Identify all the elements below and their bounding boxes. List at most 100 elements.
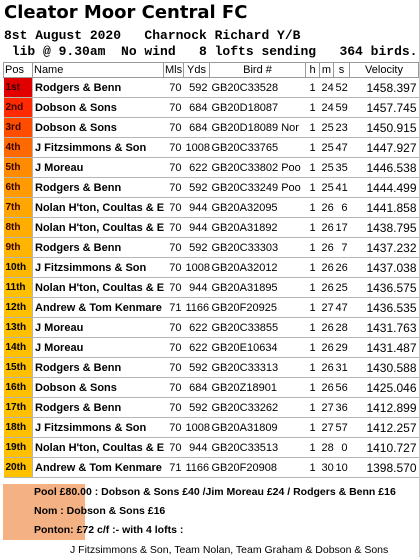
row-yards: 592 (183, 237, 210, 258)
row-seconds: 17 (333, 217, 350, 238)
row-name: Nolan H'ton, Coultas & Ea (32, 197, 164, 218)
col-header-mls[interactable]: Mls (163, 62, 184, 78)
table-row[interactable]: 8th Nolan H'ton, Coultas & Ea 70 944 GB20A31… (3, 217, 419, 238)
row-hours: 1 (305, 397, 320, 418)
row-miles: 70 (163, 137, 184, 158)
row-miles: 70 (163, 397, 184, 418)
row-minutes: 26 (319, 377, 334, 398)
row-hours: 1 (305, 457, 320, 478)
col-header-name[interactable]: Name (32, 62, 164, 78)
row-seconds: 59 (333, 97, 350, 118)
row-minutes: 25 (319, 137, 334, 158)
col-header-s[interactable]: s (333, 62, 350, 78)
col-header-h[interactable]: h (305, 62, 320, 78)
row-miles: 70 (163, 357, 184, 378)
row-miles: 71 (163, 457, 184, 478)
table-row[interactable]: 7th Nolan H'ton, Coultas & Ea 70 944 GB20A32… (3, 197, 419, 218)
row-bird-ring: GB20C33262 (209, 397, 306, 418)
table-row[interactable]: 20th Andrew & Tom Kenmare 71 1166 GB20F20908… (3, 457, 419, 478)
row-minutes: 26 (319, 237, 334, 258)
row-velocity: 1450.915 (349, 117, 419, 138)
table-row[interactable]: 16th Dobson & Sons 70 684 GB20Z18901 1 26 56 142… (3, 377, 419, 398)
table-row[interactable]: 12th Andrew & Tom Kenmare 71 1166 GB20F20925… (3, 297, 419, 318)
row-velocity: 1438.795 (349, 217, 419, 238)
row-miles: 70 (163, 157, 184, 178)
col-header-bird[interactable]: Bird # (209, 62, 306, 78)
table-row[interactable]: 3rd Dobson & Sons 70 684 GB20D18089 Nor 1 25 23… (3, 117, 419, 138)
row-yards: 622 (183, 317, 210, 338)
row-name: J Fitzsimmons & Son (32, 417, 164, 438)
table-row[interactable]: 1st Rodgers & Benn 70 592 GB20C33528 1 24 52 145… (3, 77, 419, 98)
row-miles: 70 (163, 177, 184, 198)
row-yards: 1008 (183, 417, 210, 438)
col-header-m[interactable]: m (319, 62, 334, 78)
row-miles: 70 (163, 117, 184, 138)
row-miles: 70 (163, 417, 184, 438)
row-bird-ring: GB20A31895 (209, 277, 306, 298)
row-name: J Moreau (32, 317, 164, 338)
row-position: 20th (3, 457, 33, 478)
col-header-pos[interactable]: Pos (3, 62, 33, 78)
table-row[interactable]: 14th J Moreau 70 622 GB20E10634 1 26 29 1431.487 (3, 337, 419, 358)
row-bird-ring: GB20C33528 (209, 77, 306, 98)
row-velocity: 1410.727 (349, 437, 419, 458)
row-bird-ring: GB20F20925 (209, 297, 306, 318)
row-yards: 592 (183, 77, 210, 98)
table-row[interactable]: 15th Rodgers & Benn 70 592 GB20C33313 1 26 31 14… (3, 357, 419, 378)
row-yards: 622 (183, 337, 210, 358)
row-name: Dobson & Sons (32, 97, 164, 118)
row-seconds: 29 (333, 337, 350, 358)
table-row[interactable]: 19th Nolan H'ton, Coultas & Ea 70 944 GB20C3… (3, 437, 419, 458)
table-row[interactable]: 6th Rodgers & Benn 70 592 GB20C33249 Poo 1 25 4… (3, 177, 419, 198)
row-position: 16th (3, 377, 33, 398)
row-minutes: 24 (319, 77, 334, 98)
table-row[interactable]: 2nd Dobson & Sons 70 684 GB20D18087 1 24 59 1457… (3, 97, 419, 118)
table-row[interactable]: 5th J Moreau 70 622 GB20C33802 Poo 1 25 35 1446.… (3, 157, 419, 178)
row-name: Dobson & Sons (32, 117, 164, 138)
row-yards: 1166 (183, 457, 210, 478)
row-miles: 70 (163, 217, 184, 238)
row-position: 17th (3, 397, 33, 418)
row-seconds: 36 (333, 397, 350, 418)
row-name: Rodgers & Benn (32, 357, 164, 378)
row-miles: 70 (163, 77, 184, 98)
row-bird-ring: GB20F20908 (209, 457, 306, 478)
row-yards: 944 (183, 217, 210, 238)
row-position: 13th (3, 317, 33, 338)
row-miles: 71 (163, 297, 184, 318)
table-row[interactable]: 17th Rodgers & Benn 70 592 GB20C33262 1 27 36 14… (3, 397, 419, 418)
row-seconds: 0 (333, 437, 350, 458)
table-row[interactable]: 9th Rodgers & Benn 70 592 GB20C33303 1 26 7 1437… (3, 237, 419, 258)
row-hours: 1 (305, 177, 320, 198)
table-row[interactable]: 18th J Fitzsimmons & Son 70 1008 GB20A31809 1… (3, 417, 419, 438)
row-minutes: 27 (319, 297, 334, 318)
row-hours: 1 (305, 277, 320, 298)
row-bird-ring: GB20C33513 (209, 437, 306, 458)
row-name: J Moreau (32, 337, 164, 358)
results-table: Pos Name Mls Yds Bird # h m s Velocity 1… (3, 62, 419, 478)
row-velocity: 1437.038 (349, 257, 419, 278)
col-header-yds[interactable]: Yds (183, 62, 210, 78)
row-name: Andrew & Tom Kenmare (32, 457, 164, 478)
row-position: 12th (3, 297, 33, 318)
row-position: 4th (3, 137, 33, 158)
table-row[interactable]: 13th J Moreau 70 622 GB20C33855 1 26 28 1431.763 (3, 317, 419, 338)
row-minutes: 25 (319, 177, 334, 198)
table-row[interactable]: 10th J Fitzsimmons & Son 70 1008 GB20A32012 1… (3, 257, 419, 278)
col-header-velocity[interactable]: Velocity (349, 62, 419, 78)
row-position: 9th (3, 237, 33, 258)
row-seconds: 25 (333, 277, 350, 298)
row-seconds: 47 (333, 137, 350, 158)
row-position: 10th (3, 257, 33, 278)
row-seconds: 7 (333, 237, 350, 258)
row-position: 18th (3, 417, 33, 438)
row-name: J Fitzsimmons & Son (32, 137, 164, 158)
row-yards: 1166 (183, 297, 210, 318)
row-bird-ring: GB20C33313 (209, 357, 306, 378)
row-seconds: 52 (333, 77, 350, 98)
table-row[interactable]: 4th J Fitzsimmons & Son 70 1008 GB20C33765 1 2… (3, 137, 419, 158)
row-seconds: 35 (333, 157, 350, 178)
table-row[interactable]: 11th Nolan H'ton, Coultas & Ea 70 944 GB20A3… (3, 277, 419, 298)
row-bird-ring: GB20C33765 (209, 137, 306, 158)
